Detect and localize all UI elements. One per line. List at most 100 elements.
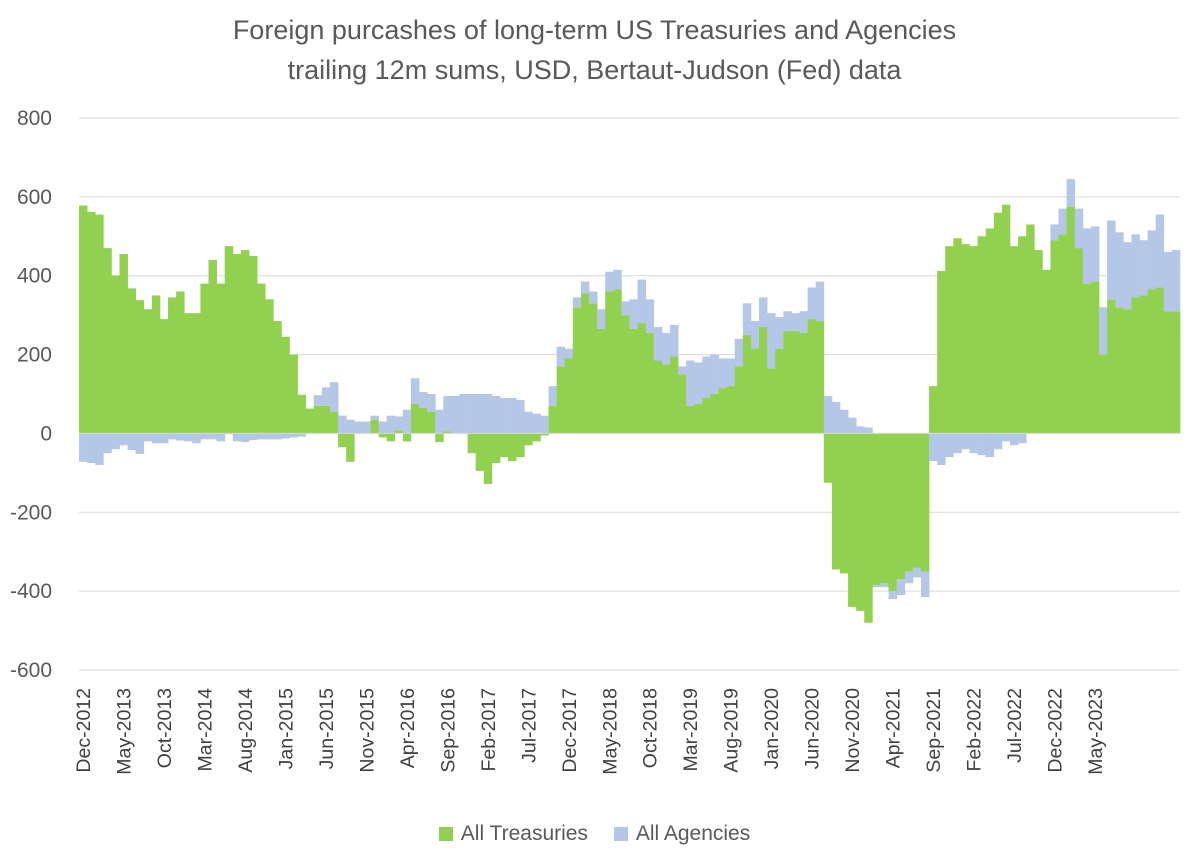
legend-swatch-treasuries [438,827,453,841]
bar-agencies [767,313,776,369]
bar-agencies [443,395,452,432]
bar-agencies [402,409,412,434]
bar-agencies [1171,250,1181,312]
bar-treasuries [184,313,193,434]
x-tick-label: Mar-2019 [680,688,702,771]
y-tick-label: 200 [17,344,52,367]
bar-treasuries [629,328,638,434]
bar-treasuries [799,332,808,434]
bar-treasuries [904,433,914,572]
x-tick-label: Sep-2021 [923,688,945,773]
bar-treasuries [151,295,161,434]
bar-treasuries [338,433,347,448]
bar-agencies [467,394,477,434]
bar-treasuries [192,313,201,434]
y-tick-label: -400 [10,580,52,603]
bar-agencies [759,297,768,327]
bar-agencies [95,433,104,465]
bar-treasuries [572,307,582,434]
bar-treasuries [1099,354,1108,434]
bar-treasuries [1090,281,1100,434]
bar-treasuries [240,250,250,434]
x-tick-label: Feb-2022 [964,688,986,771]
bar-treasuries [791,330,800,434]
bar-treasuries [710,394,719,434]
bar-treasuries [580,293,590,434]
bar-treasuries [386,433,396,442]
bar-agencies [702,356,711,398]
bar-treasuries [783,330,792,434]
x-tick-label: Sep-2016 [437,688,459,773]
bar-treasuries [524,433,533,446]
bar-agencies [661,332,671,365]
bar-treasuries [1155,287,1165,434]
bar-agencies [159,433,169,444]
bar-agencies [799,311,808,333]
bar-treasuries [961,244,970,434]
bar-agencies [775,317,784,349]
bar-agencies [475,394,485,434]
bar-agencies [904,571,914,584]
bar-treasuries [661,364,671,434]
bar-treasuries [1050,240,1059,434]
bar-agencies [127,433,137,450]
bar-agencies [645,299,655,333]
bar-agencies [718,358,727,389]
x-tick-label: Jun-2015 [316,688,338,769]
bar-agencies [281,433,290,439]
bar-treasuries [807,319,817,434]
bar-treasuries [1026,224,1035,434]
bar-treasuries [402,433,412,442]
bar-treasuries [815,321,825,434]
bar-agencies [524,411,533,434]
bar-treasuries [937,270,946,434]
bar-treasuries [920,433,930,572]
bar-treasuries [1139,295,1148,434]
bar-agencies [491,395,501,434]
bar-agencies [896,579,906,596]
bar-treasuries [548,405,557,434]
bar-agencies [872,585,881,588]
bar-treasuries [370,419,379,434]
bar-treasuries [880,433,889,584]
bar-treasuries [750,348,760,434]
bar-agencies [192,433,201,444]
bar-agencies [1090,226,1100,282]
bar-treasuries [257,283,266,434]
bar-agencies [694,362,703,404]
bar-agencies [580,281,590,294]
bar-treasuries [1171,311,1181,434]
bar-treasuries [702,397,711,434]
bar-treasuries [289,354,298,434]
bar-agencies [273,433,282,440]
bar-agencies [103,433,112,454]
bar-agencies [823,395,833,434]
bar-treasuries [993,212,1003,434]
y-tick-label: 400 [17,265,52,288]
bar-treasuries [1009,246,1019,434]
bar-agencies [483,394,493,434]
bar-agencies [953,433,962,454]
bar-agencies [653,326,663,361]
bar-agencies [321,387,331,406]
bar-agencies [410,378,420,404]
y-tick-label: 600 [17,186,52,209]
bar-treasuries [297,394,307,434]
bar-agencies [977,433,987,456]
bar-agencies [985,433,995,458]
bar-agencies [1155,214,1165,288]
bar-treasuries [273,321,282,434]
bar-treasuries [872,433,881,586]
bar-agencies [508,397,517,434]
bar-treasuries [540,433,549,436]
bar-treasuries [985,228,995,434]
bar-agencies [1131,234,1140,298]
bar-treasuries [265,299,274,434]
bar-agencies [1058,208,1068,235]
bar-treasuries [1163,311,1173,434]
bar-agencies [257,433,266,440]
bar-agencies [370,415,379,420]
bar-agencies [937,433,946,465]
bar-treasuries [605,291,614,434]
bar-agencies [143,433,153,442]
